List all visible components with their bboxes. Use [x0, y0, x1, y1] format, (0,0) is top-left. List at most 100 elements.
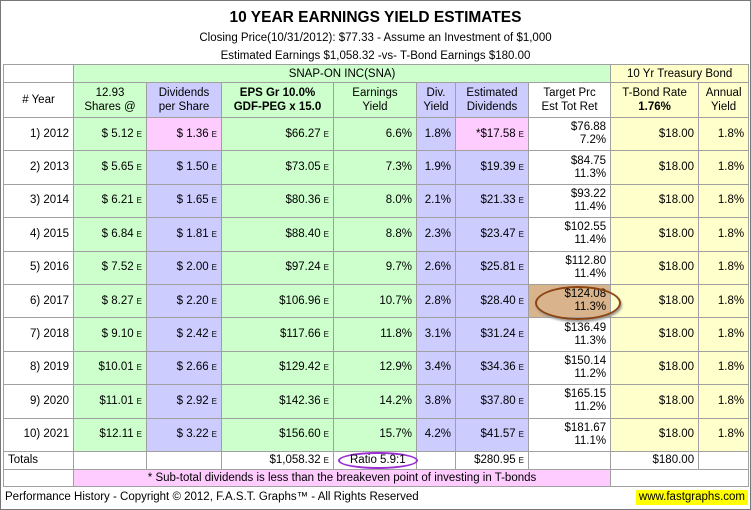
- header-text: Yield: [423, 101, 449, 113]
- total-return: 7.2%: [579, 134, 607, 147]
- cell: 8.0%: [333, 183, 417, 219]
- cell: $ 6.21 E: [73, 183, 147, 219]
- column-header: Earnings Yield: [333, 82, 417, 118]
- target-price: $112.80: [565, 254, 607, 267]
- cell: $136.49 11.3%: [527, 317, 612, 352]
- column-header: Annual Yield: [698, 82, 750, 118]
- cell: 3.8%: [416, 384, 456, 419]
- value: $18.00: [658, 328, 695, 341]
- cell: $ 2.42 E: [146, 317, 222, 352]
- cell: $ 3.22 E: [146, 417, 222, 452]
- cell: $88.40 E: [221, 217, 334, 252]
- value: $18.00: [658, 294, 695, 307]
- estimate-flag: E: [211, 330, 217, 340]
- value: $142.36: [279, 394, 321, 407]
- target-price: $76.88: [570, 121, 607, 134]
- value: $1,058.32: [269, 454, 321, 467]
- cell: 3) 2014: [3, 183, 74, 219]
- estimate-flag: E: [136, 163, 142, 173]
- highlight-ring: [535, 285, 621, 320]
- group-header: 10 Yr Treasury Bond: [610, 64, 750, 83]
- total-return: 11.1%: [574, 434, 607, 447]
- subtitle: Estimated Earnings $1,058.32 -vs- T-Bond…: [220, 50, 531, 62]
- value: 11.8%: [380, 328, 412, 341]
- value: 2.8%: [424, 294, 451, 307]
- estimate-flag: E: [136, 430, 142, 440]
- header-text: Div.: [426, 87, 446, 99]
- value: $28.40: [480, 294, 516, 307]
- value: $129.42: [279, 361, 321, 374]
- data-row: 8) 2019 $10.01 E $ 2.66 E $129.42 E 12.9% 3.4% $3…: [3, 350, 750, 386]
- cell: 15.7%: [333, 417, 417, 452]
- cell: $37.80 E: [455, 384, 529, 419]
- cell: [527, 450, 612, 470]
- cell: $ 7.52 E: [73, 250, 147, 285]
- cell: $19.39 E: [455, 150, 529, 185]
- value: 12.9%: [379, 361, 412, 374]
- cell: 2.8%: [416, 283, 456, 319]
- total-return: 11.2%: [574, 401, 607, 414]
- estimate-flag: E: [518, 430, 524, 440]
- cell: $31.24 E: [455, 317, 529, 352]
- cell: $18.00: [610, 116, 700, 152]
- header-text: Yield: [362, 101, 388, 113]
- value: 8.8%: [385, 227, 412, 240]
- subtitle: Closing Price(10/31/2012): $77.33 - Assu…: [199, 32, 552, 44]
- cell: $12.11 E: [73, 417, 147, 452]
- estimate-flag: E: [211, 363, 217, 373]
- cell: 5) 2016: [3, 250, 74, 285]
- estimate-flag: E: [518, 129, 524, 139]
- value: 2.6%: [424, 261, 451, 274]
- header-text: Earnings: [352, 87, 398, 99]
- cell: 1.8%: [416, 116, 456, 152]
- cell: 7.3%: [333, 150, 417, 185]
- cell: $28.40 E: [455, 283, 529, 319]
- value: *$17.58: [476, 127, 516, 140]
- title: 10 YEAR EARNINGS YIELD ESTIMATES: [229, 9, 522, 26]
- cell: $23.47 E: [455, 217, 529, 252]
- totals-label: Totals: [8, 454, 39, 467]
- header-text: 12.93: [95, 87, 125, 99]
- cell: Totals: [3, 450, 74, 470]
- cell: $80.36 E: [221, 183, 334, 219]
- data-row: 4) 2015 $ 6.84 E $ 1.81 E $88.40 E 8.8% 2.3% $23.…: [3, 217, 750, 252]
- value: $18.00: [658, 394, 695, 407]
- value: $19.39: [480, 161, 516, 174]
- footnote-row: * Sub-total dividends is less than the b…: [3, 468, 750, 487]
- value: $180.00: [652, 454, 695, 467]
- cell: $25.81 E: [455, 250, 529, 285]
- value: 10.7%: [379, 294, 412, 307]
- cell: $ 1.65 E: [146, 183, 222, 219]
- estimate-flag: E: [136, 330, 142, 340]
- value: $ 2.42: [176, 328, 209, 341]
- target-price: $165.15: [564, 388, 607, 401]
- cell: 2) 2013: [3, 150, 74, 185]
- value: 1.8%: [424, 127, 451, 140]
- estimate-flag: E: [211, 163, 217, 173]
- cell: 3.1%: [416, 317, 456, 352]
- footnote: * Sub-total dividends is less than the b…: [72, 468, 612, 487]
- header-text: Yield: [711, 101, 737, 113]
- value: 1.8%: [717, 394, 745, 407]
- cell: $280.95 E: [455, 450, 529, 470]
- cell: $ 1.50 E: [146, 150, 222, 185]
- value: $66.27: [285, 127, 321, 140]
- column-header: 12.93 Shares @: [73, 82, 147, 118]
- value: 9) 2020: [29, 394, 69, 407]
- data-row: 2) 2013 $ 5.65 E $ 1.50 E $73.05 E 7.3% 1.9% $19.…: [3, 150, 750, 185]
- cell: $18.00: [610, 384, 700, 419]
- header-text: Dividends: [466, 101, 518, 113]
- value: $ 5.12: [101, 127, 134, 140]
- estimate-flag: E: [211, 263, 217, 273]
- estimate-flag: E: [136, 296, 142, 306]
- cell: $106.96 E: [221, 283, 334, 319]
- value: $ 1.36: [176, 127, 209, 140]
- value: 5) 2016: [29, 261, 69, 274]
- cell: 1.8%: [698, 250, 750, 285]
- cell: 8.8%: [333, 217, 417, 252]
- cell: Ratio 5.9:1: [333, 450, 418, 470]
- cell: $18.00: [610, 250, 700, 285]
- value: $23.47: [480, 227, 516, 240]
- estimate-flag: E: [323, 296, 329, 306]
- data-row: 6) 2017 $ 8.27 E $ 2.20 E $106.96 E 10.7% 2.8% $2…: [3, 283, 750, 320]
